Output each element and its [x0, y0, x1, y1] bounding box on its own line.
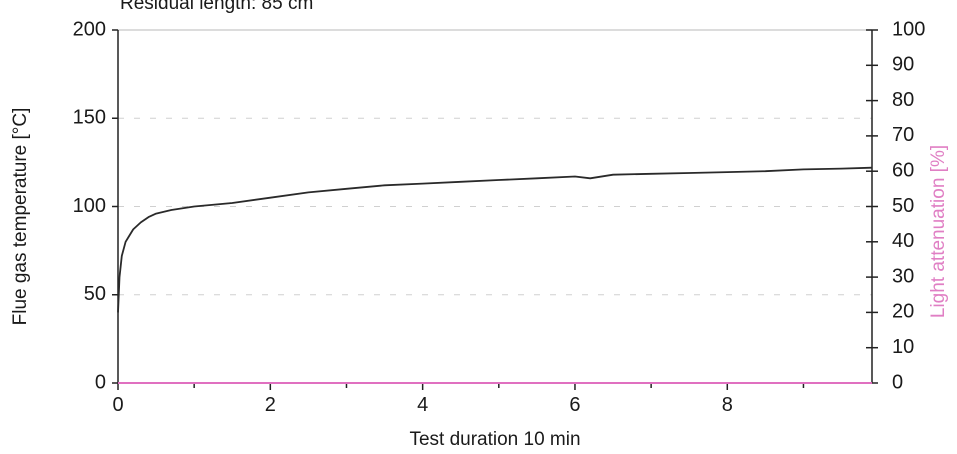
tick-labels: 0 50 100 150 200 0 10 20 30 40 50 60 70 80 90 100 0 2 4 6 8 — [73, 18, 926, 416]
y2-tick-label-40: 40 — [892, 230, 914, 252]
y-tick-label-150: 150 — [73, 107, 106, 129]
y2-tick-label-10: 10 — [892, 336, 914, 358]
y-tick-label-50: 50 — [84, 283, 106, 305]
y2-tick-label-80: 80 — [892, 89, 914, 111]
y2-tick-label-50: 50 — [892, 195, 914, 217]
x-tick-label-0: 0 — [112, 394, 123, 416]
y2-tick-label-0: 0 — [892, 371, 903, 393]
series-lines — [117, 166, 873, 384]
grid-lines — [118, 29, 872, 296]
series-flue-gas-temperature — [117, 166, 873, 313]
y-axis-label: Flue gas temperature [°C] — [10, 108, 31, 326]
y-tick-label-200: 200 — [73, 18, 106, 40]
y2-tick-label-100: 100 — [892, 18, 925, 40]
y2-tick-label-90: 90 — [892, 54, 914, 76]
top-caption: Residual length: 85 cm — [120, 0, 313, 14]
y-tick-label-0: 0 — [95, 371, 106, 393]
x-axis-label: Test duration 10 min — [409, 429, 580, 450]
y2-axis-label: Light attenuation [%] — [928, 145, 949, 318]
y2-tick-label-30: 30 — [892, 265, 914, 287]
x-tick-label-4: 4 — [417, 394, 428, 416]
y2-tick-label-20: 20 — [892, 301, 914, 323]
x-tick-label-6: 6 — [569, 394, 580, 416]
x-tick-label-2: 2 — [265, 394, 276, 416]
y-tick-label-100: 100 — [73, 195, 106, 217]
x-tick-label-8: 8 — [722, 394, 733, 416]
y2-tick-label-70: 70 — [892, 124, 914, 146]
y2-tick-label-60: 60 — [892, 159, 914, 181]
